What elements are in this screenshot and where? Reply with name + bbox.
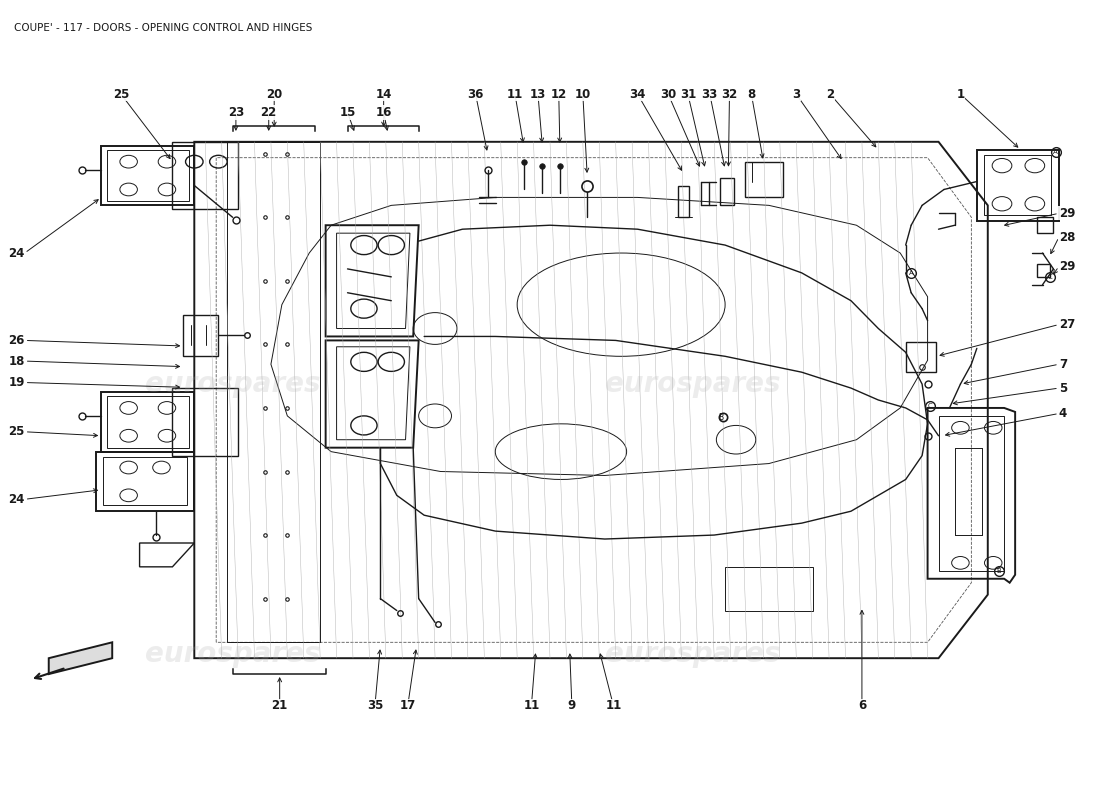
Text: 27: 27 (1059, 318, 1075, 331)
Text: A: A (1054, 149, 1058, 155)
Text: 18: 18 (9, 354, 24, 367)
Text: 25: 25 (113, 88, 129, 101)
Text: 33: 33 (702, 88, 718, 101)
Text: B: B (997, 568, 1001, 574)
Text: 24: 24 (9, 246, 24, 259)
Text: 7: 7 (1059, 358, 1067, 370)
Text: eurospares: eurospares (605, 640, 780, 668)
Text: 30: 30 (660, 88, 676, 101)
Text: eurospares: eurospares (145, 640, 320, 668)
Text: 16: 16 (375, 106, 392, 119)
Text: 13: 13 (530, 88, 546, 101)
Bar (1037, 264, 1050, 277)
Text: COUPE' - 117 - DOORS - OPENING CONTROL AND HINGES: COUPE' - 117 - DOORS - OPENING CONTROL A… (13, 22, 312, 33)
Text: 9: 9 (568, 699, 576, 712)
Text: 12: 12 (551, 88, 566, 101)
Text: C: C (1048, 274, 1053, 280)
Text: 26: 26 (9, 334, 24, 347)
Text: 34: 34 (629, 88, 646, 101)
Text: 3: 3 (792, 88, 801, 101)
Text: 22: 22 (261, 106, 277, 119)
Text: 14: 14 (375, 88, 392, 101)
Polygon shape (48, 642, 112, 674)
Text: C: C (927, 403, 932, 410)
Bar (1037, 218, 1054, 233)
Text: 11: 11 (524, 699, 539, 712)
Bar (745, 162, 783, 198)
Text: 10: 10 (574, 88, 591, 101)
Text: B: B (718, 413, 724, 422)
Text: 20: 20 (266, 88, 283, 101)
Text: 29: 29 (1059, 260, 1076, 273)
Text: 24: 24 (9, 493, 24, 506)
Text: 15: 15 (339, 106, 355, 119)
Text: A: A (909, 270, 913, 276)
Text: 2: 2 (826, 88, 834, 101)
Text: 8: 8 (747, 88, 756, 101)
Bar (905, 342, 936, 372)
Bar (725, 567, 813, 610)
Text: 19: 19 (9, 376, 24, 389)
Text: eurospares: eurospares (605, 370, 780, 398)
Text: 17: 17 (399, 699, 416, 712)
Text: 25: 25 (9, 426, 24, 438)
Text: 23: 23 (228, 106, 244, 119)
Text: 21: 21 (272, 699, 288, 712)
Text: 36: 36 (468, 88, 484, 101)
Text: 32: 32 (722, 88, 738, 101)
Text: 11: 11 (605, 699, 621, 712)
Text: 31: 31 (680, 88, 696, 101)
Bar (184, 315, 219, 356)
Text: 29: 29 (1059, 207, 1076, 220)
Text: 4: 4 (1059, 407, 1067, 420)
Text: 11: 11 (507, 88, 524, 101)
Text: 6: 6 (858, 699, 866, 712)
Text: 35: 35 (366, 699, 383, 712)
Text: 1: 1 (956, 88, 965, 101)
Text: 28: 28 (1059, 230, 1076, 244)
Text: 5: 5 (1059, 382, 1067, 394)
Text: eurospares: eurospares (145, 370, 320, 398)
